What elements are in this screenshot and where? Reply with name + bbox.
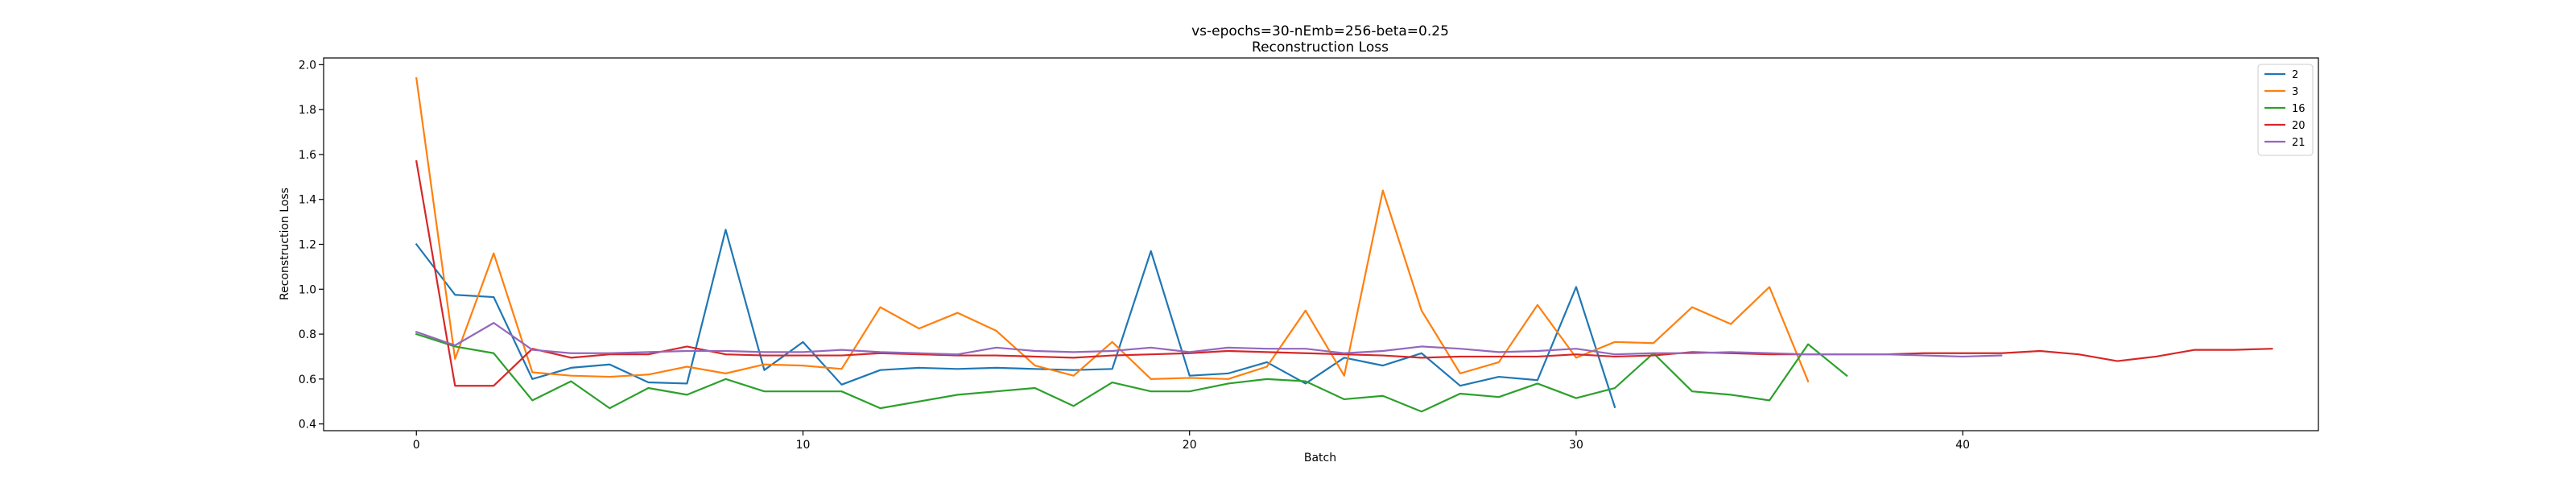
series-line-20 [415,160,2273,387]
y-tick-label: 0.8 [299,328,316,341]
legend-box [2257,64,2314,156]
series-line-16 [415,332,1848,413]
y-axis-label: Reconstruction Loss [279,188,291,300]
y-tick-label: 1.8 [299,104,316,117]
y-tick-label: 1.6 [299,149,316,162]
x-axis-label: Batch [1304,452,1336,464]
chart-subtitle: Reconstruction Loss [1252,39,1389,56]
x-tick-label: 30 [1569,439,1583,452]
legend-label-2: 2 [2292,69,2298,81]
series-line-3 [415,76,1810,383]
legend: 2 3 16 20 21 [2257,64,2314,156]
legend-label-3: 3 [2292,86,2298,98]
x-tick-label: 40 [1955,439,1970,452]
x-tick-label: 10 [796,439,811,452]
chart-title: vs-epochs=30-nEmb=256-beta=0.25 [1191,23,1449,39]
y-tick-label: 2.0 [299,59,316,72]
y-tick-label: 1.4 [299,194,316,207]
series-line-21 [415,322,2003,358]
x-tick-label: 20 [1183,439,1197,452]
x-tick-label: 0 [413,439,420,452]
y-tick-label: 1.0 [299,283,316,296]
series-line-2 [415,229,1616,409]
legend-label-20: 20 [2292,120,2306,132]
legend-label-16: 16 [2292,103,2306,115]
y-tick-label: 1.2 [299,239,316,252]
y-tick-label: 0.4 [299,419,316,431]
plot-area: 0 10 20 30 40 0.4 0.6 0.8 1.0 1.2 1.4 1.6 1.8 2.0 [299,57,2319,452]
y-tick-label: 0.6 [299,374,316,386]
legend-label-21: 21 [2292,137,2306,149]
